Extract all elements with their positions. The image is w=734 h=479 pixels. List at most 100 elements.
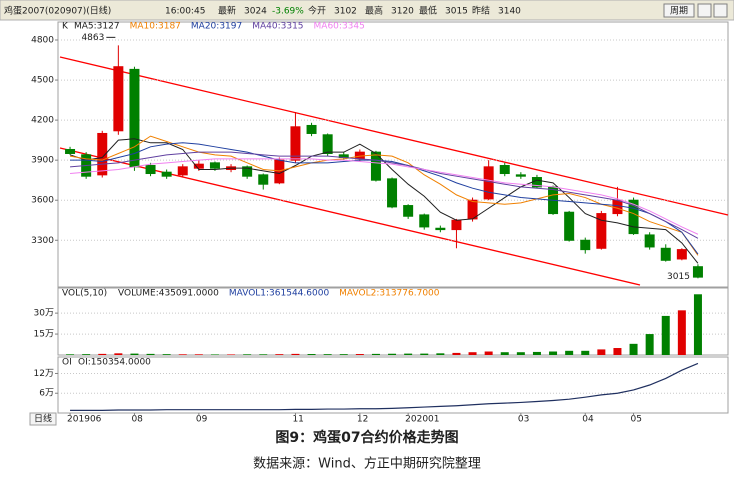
channel-line <box>59 56 729 216</box>
field-value: 3024 <box>244 7 267 17</box>
y-tick-label: 12万 <box>34 369 54 379</box>
y-tick-label: 3900 <box>31 156 54 166</box>
candle-body <box>596 213 607 249</box>
volume-bar <box>693 294 702 355</box>
candle-body <box>177 166 188 176</box>
field-label: 今开 <box>308 5 326 17</box>
x-tick-label: 12 <box>357 415 368 425</box>
volume-bar <box>484 351 493 355</box>
candle-body <box>435 227 446 231</box>
volume-bar <box>613 348 622 355</box>
candle-body <box>258 174 269 185</box>
volume-bar <box>371 353 380 355</box>
window-button[interactable] <box>713 3 728 18</box>
candle-body <box>145 165 156 175</box>
volume-panel <box>57 287 729 356</box>
volume-bar <box>629 343 638 355</box>
ma-line <box>70 142 699 255</box>
legend-entry: MA60:3345 <box>314 22 365 32</box>
candle-body <box>242 166 253 177</box>
candle-body <box>65 148 76 154</box>
volume-bar <box>516 352 525 355</box>
volume-bar <box>162 354 171 355</box>
candle-body <box>467 199 478 220</box>
volume-bar <box>339 354 348 355</box>
field-value: 3102 <box>334 7 357 17</box>
candle-body <box>515 174 526 177</box>
legend-entry: MA40:3315 <box>252 22 303 32</box>
candle-body <box>483 166 494 200</box>
x-tick-label: 201906 <box>67 415 102 425</box>
candle-body <box>387 178 398 208</box>
candle-body <box>676 249 687 260</box>
field-value: 3015 <box>445 7 468 17</box>
x-tick-label: 05 <box>631 415 642 425</box>
candle-body <box>161 171 172 177</box>
ma-line <box>70 151 699 239</box>
panel-stat: OI:150354.0000 <box>78 358 151 368</box>
legend-entry: MA20:3197 <box>191 22 242 32</box>
panel-stat: VOLUME:435091.0000 <box>118 289 219 299</box>
window-button[interactable] <box>697 3 712 18</box>
candle-body <box>564 211 575 241</box>
volume-bar <box>565 350 574 355</box>
candle-body <box>660 247 671 261</box>
candle-body <box>403 205 414 217</box>
candle-body <box>644 234 655 248</box>
y-tick-label: 3300 <box>31 236 54 246</box>
panel-title: OI <box>62 358 72 368</box>
y-tick-label: 30万 <box>34 309 54 319</box>
field-value: 3120 <box>391 7 414 17</box>
candle-body <box>97 132 108 176</box>
oi-line <box>70 362 699 411</box>
volume-bar <box>291 353 300 355</box>
period-button[interactable] <box>663 3 695 18</box>
volume-bar <box>243 354 252 355</box>
volume-bar <box>259 354 268 355</box>
volume-bar <box>146 353 155 355</box>
volume-bar <box>532 351 541 355</box>
candle-body <box>692 266 703 278</box>
panel-title: VOL(5,10) <box>62 289 107 299</box>
high-annotation: 4863 <box>81 33 104 43</box>
panel-label: K <box>62 22 69 32</box>
x-tick-label: 11 <box>292 415 303 425</box>
field-label: 最高 <box>365 5 383 17</box>
legend-entry: MA10:3187 <box>130 22 181 32</box>
symbol: 鸡蛋2007(020907)(日线) <box>4 5 111 17</box>
y-tick-label: 4500 <box>31 76 54 86</box>
price-panel <box>57 21 729 288</box>
caption-source: 数据来源：Wind、方正中期研究院整理 <box>253 456 481 472</box>
volume-bar <box>114 353 123 355</box>
candle-body <box>370 151 381 181</box>
volume-bar <box>677 310 686 355</box>
y-tick-label: 6万 <box>39 389 54 399</box>
period-label-box <box>29 412 57 426</box>
candle-body <box>419 214 430 228</box>
field-label: 最新 <box>218 5 236 17</box>
low-annotation: 3015 <box>667 272 690 282</box>
caption-title: 图9：鸡蛋07合约价格走势图 <box>275 429 458 446</box>
volume-bar <box>388 353 397 355</box>
candle-body <box>612 199 623 215</box>
period-button-label[interactable]: 周期 <box>670 6 688 17</box>
x-tick-label: 202001 <box>405 415 439 425</box>
candle-body <box>580 239 591 251</box>
y-tick-label: 15万 <box>34 330 54 340</box>
x-tick-label: 09 <box>196 415 208 425</box>
time: 16:00:45 <box>165 7 205 17</box>
field-label: 最低 <box>419 5 437 17</box>
volume-bar <box>82 354 91 355</box>
legend-entry: MA5:3127 <box>74 22 120 32</box>
panel-stat: MAVOL1:361544.6000 <box>229 289 330 299</box>
volume-bar <box>404 353 413 355</box>
x-tick-label: 04 <box>582 415 594 425</box>
volume-bar <box>645 334 654 355</box>
x-tick-label: 08 <box>131 415 143 425</box>
period-label: 日线 <box>34 413 52 425</box>
volume-bar <box>227 354 236 355</box>
volume-bar <box>436 353 445 355</box>
candle-body <box>628 199 639 235</box>
y-tick-label: 3600 <box>31 196 54 206</box>
